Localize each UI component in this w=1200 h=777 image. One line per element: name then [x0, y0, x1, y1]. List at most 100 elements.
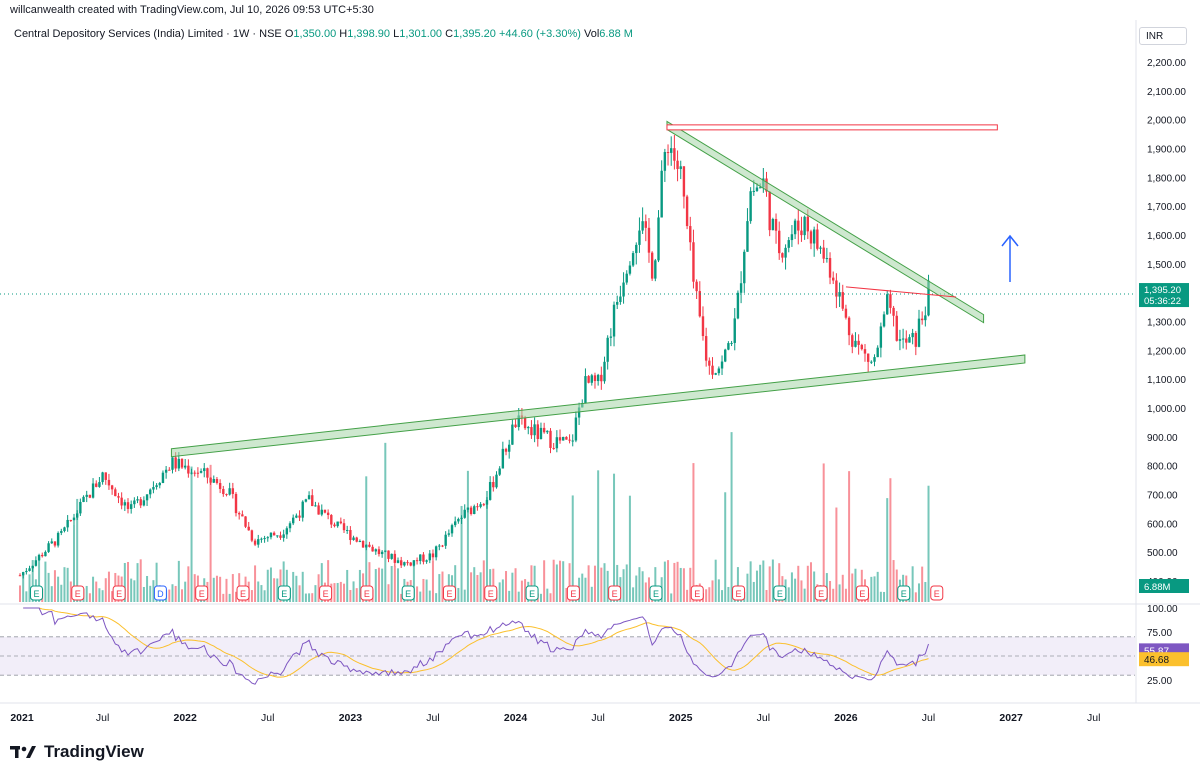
volume-bar	[632, 587, 635, 602]
time-tick-label: Jul	[1087, 712, 1100, 724]
volume-bar	[250, 590, 253, 602]
earnings-marker	[484, 585, 498, 601]
volume-bar	[88, 593, 91, 602]
candle-body	[641, 221, 644, 231]
volume-bar	[565, 588, 568, 602]
volume-bar	[708, 587, 711, 602]
time-tick-label: Jul	[591, 712, 604, 724]
earnings-marker-label: E	[281, 589, 287, 599]
candle-body	[727, 343, 730, 350]
candle-body	[69, 519, 73, 521]
candle-body	[917, 318, 921, 347]
candle-body	[180, 458, 184, 468]
candle-body	[504, 448, 508, 452]
candle-body	[187, 465, 190, 474]
volume-bar	[73, 524, 76, 602]
earnings-marker-label: E	[694, 589, 700, 599]
volume-bar	[778, 563, 781, 602]
volume-bar	[511, 572, 514, 602]
volume-bar	[47, 572, 50, 602]
candle-body	[447, 533, 451, 535]
volume-bar	[419, 591, 422, 602]
volume-bar	[676, 561, 679, 602]
volume-bar	[463, 589, 466, 602]
earnings-marker	[649, 585, 663, 601]
volume-bar	[921, 566, 924, 602]
candle-body	[79, 501, 82, 514]
volume-bar	[219, 576, 222, 602]
volume-bar	[835, 507, 838, 602]
candle-body	[882, 314, 886, 327]
candle-body	[492, 481, 495, 488]
candles	[18, 135, 930, 579]
volume-bar	[441, 571, 444, 602]
candle-body	[673, 148, 676, 161]
currency-selector[interactable]: INR	[1139, 27, 1187, 45]
candle-body	[587, 376, 590, 383]
earnings-marker	[855, 585, 869, 601]
rsi-tick-label: 25.00	[1147, 676, 1172, 687]
volume-bar	[730, 432, 733, 602]
rsi-line	[23, 607, 929, 685]
earnings-marker	[30, 585, 44, 601]
candle-body	[149, 489, 152, 495]
candle-body	[812, 229, 816, 244]
earnings-marker	[566, 585, 580, 601]
volume-bar	[298, 585, 301, 602]
neckline	[845, 286, 957, 298]
volume-bar	[393, 565, 396, 602]
trendline-descending	[666, 120, 985, 324]
candle-body	[28, 568, 31, 571]
candle-body	[616, 301, 619, 305]
tradingview-logo-icon	[10, 746, 36, 758]
candle-body	[774, 218, 778, 231]
volume-bar	[152, 580, 155, 602]
close-label: C	[445, 28, 454, 40]
volume-bar	[31, 560, 34, 602]
volume-bar	[752, 581, 755, 602]
volume-bar	[800, 580, 803, 602]
volume-bar	[168, 589, 171, 602]
volume-bar	[749, 561, 752, 602]
volume-bar	[635, 575, 638, 602]
volume-bar	[317, 574, 320, 602]
price-badge-bg	[1139, 283, 1189, 308]
candle-body	[460, 517, 463, 519]
candle-body	[152, 487, 155, 490]
candle-body	[800, 230, 803, 236]
candle-body	[647, 227, 651, 253]
price-chart[interactable]: E E E D E E E E E E E E E E E E E E E E E E E 2,200.00 2,100.00…	[0, 0, 1200, 740]
volume-bar	[352, 581, 355, 602]
candle-body	[345, 530, 349, 532]
candle-body	[126, 502, 130, 509]
earnings-marker-label: E	[323, 589, 329, 599]
candle-body	[304, 499, 308, 502]
earnings-marker-label: E	[901, 589, 907, 599]
volume-bar	[60, 584, 63, 602]
candle-body	[406, 562, 409, 564]
candle-body	[355, 537, 358, 542]
volume-bar	[654, 567, 657, 602]
candle-body	[244, 516, 247, 527]
candle-body	[276, 535, 279, 537]
volume-bar	[260, 585, 263, 602]
candle-body	[349, 530, 352, 541]
candle-body	[199, 471, 203, 473]
axes: 2,200.00 2,100.00 2,000.00 1,900.00 1,800.00…	[0, 20, 1200, 724]
candle-body	[596, 374, 600, 382]
candle-body	[924, 315, 927, 321]
earnings-marker-label: E	[199, 589, 205, 599]
earnings-marker	[732, 585, 746, 601]
candle-body	[183, 465, 187, 468]
candle-body	[222, 488, 225, 495]
candle-body	[98, 482, 101, 487]
volume-bar	[98, 588, 101, 602]
candle-body	[95, 483, 98, 487]
candle-body	[892, 307, 895, 316]
candle-body	[241, 514, 244, 517]
volume-bar	[384, 442, 387, 602]
volume-bar	[606, 570, 609, 602]
volume-bar	[670, 593, 673, 602]
volume-bar	[479, 572, 482, 602]
